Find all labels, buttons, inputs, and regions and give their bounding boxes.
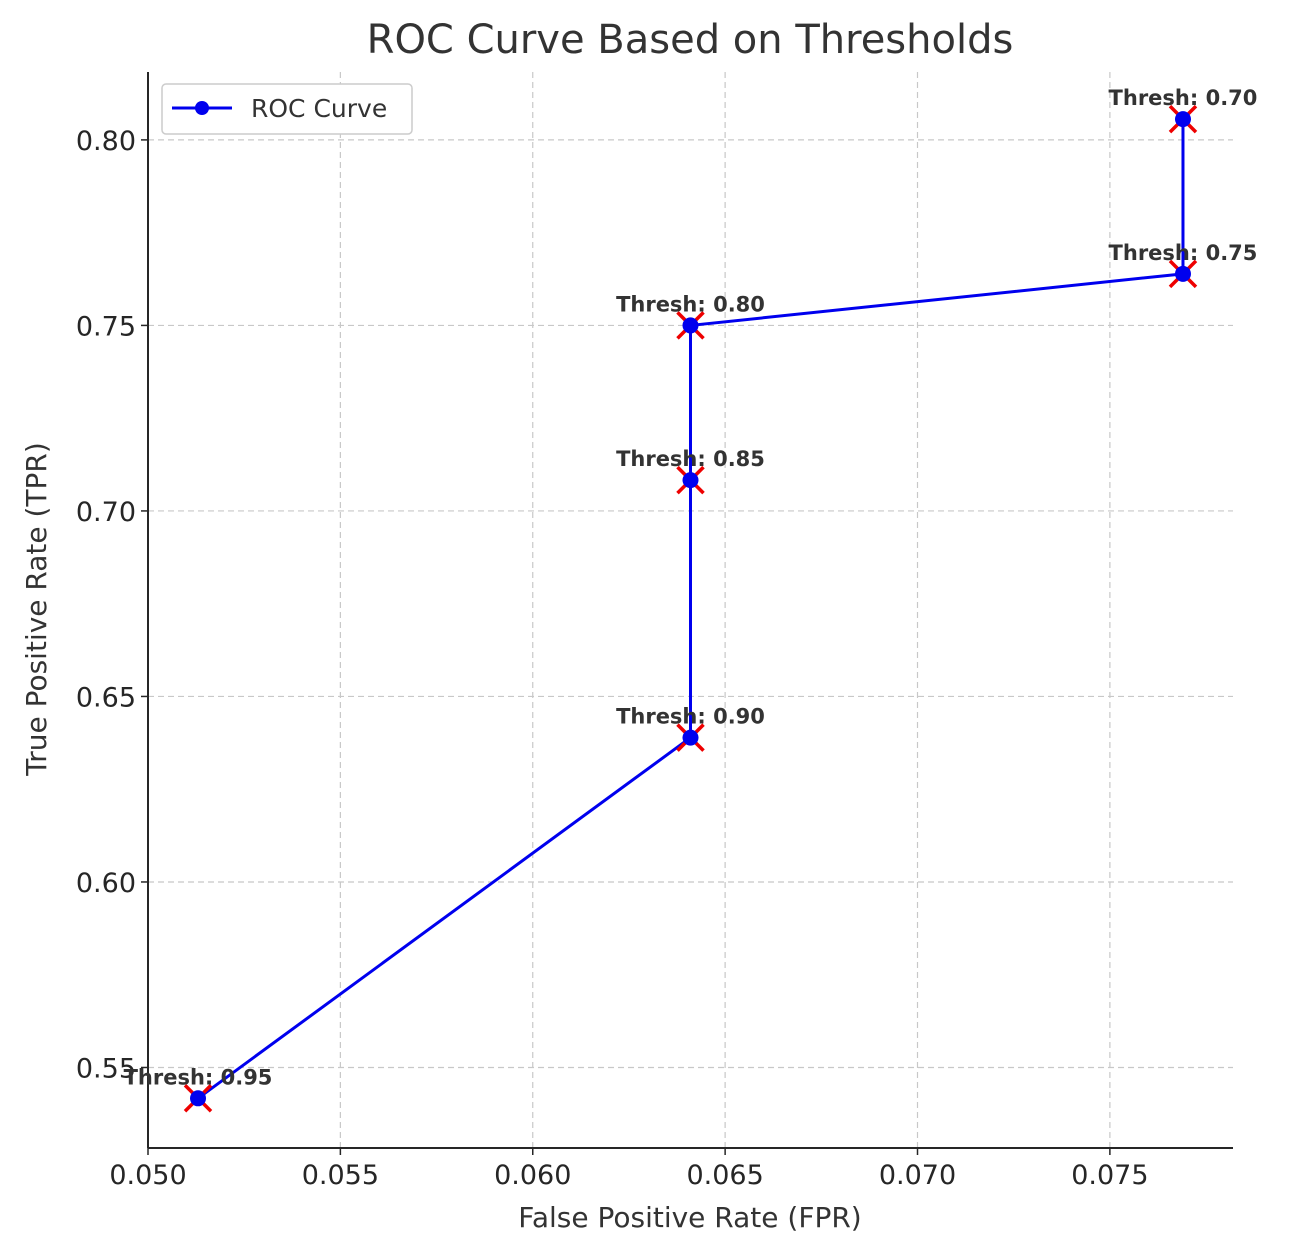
y-tick-label: 0.60 <box>76 868 136 899</box>
x-tick-label: 0.050 <box>109 1160 186 1191</box>
data-point <box>682 472 699 489</box>
data-point <box>1174 265 1191 282</box>
legend: ROC Curve <box>161 83 413 135</box>
threshold-label: Thresh: 0.95 <box>124 1065 273 1089</box>
x-axis-label: False Positive Rate (FPR) <box>518 1201 861 1234</box>
y-axis-label: True Positive Rate (TPR) <box>20 442 53 777</box>
x-tick-label: 0.065 <box>686 1160 763 1191</box>
threshold-label: Thresh: 0.80 <box>616 292 765 316</box>
y-tick-label: 0.75 <box>76 311 136 342</box>
tick-labels: 0.050 0.055 0.060 0.065 0.070 0.075 0.55 0.60 0.… <box>76 126 1149 1191</box>
x-tick-label: 0.075 <box>1071 1160 1148 1191</box>
y-tick-label: 0.70 <box>76 497 136 528</box>
data-point <box>682 729 699 746</box>
y-tick-label: 0.55 <box>76 1053 136 1084</box>
data-point <box>682 317 699 334</box>
legend-marker-sample <box>195 101 209 115</box>
data-point <box>190 1090 207 1107</box>
threshold-label: Thresh: 0.75 <box>1109 241 1258 265</box>
point-labels: Thresh: 0.95 Thresh: 0.90 Thresh: 0.85 Thre… <box>124 86 1258 1089</box>
x-tick-label: 0.060 <box>494 1160 571 1191</box>
threshold-label: Thresh: 0.70 <box>1109 86 1258 110</box>
data-point <box>1174 111 1191 128</box>
y-tick-label: 0.65 <box>76 682 136 713</box>
legend-box <box>161 83 413 135</box>
series-roc-curve <box>183 104 1198 1113</box>
legend-label: ROC Curve <box>251 94 387 123</box>
threshold-label: Thresh: 0.85 <box>616 447 765 471</box>
x-tick-label: 0.055 <box>302 1160 379 1191</box>
x-tick-label: 0.070 <box>879 1160 956 1191</box>
y-tick-label: 0.80 <box>76 126 136 157</box>
threshold-label: Thresh: 0.90 <box>616 705 765 729</box>
chart-title: ROC Curve Based on Thresholds <box>367 17 1014 63</box>
roc-curve-line <box>197 119 1185 1100</box>
axes <box>141 72 1233 1155</box>
